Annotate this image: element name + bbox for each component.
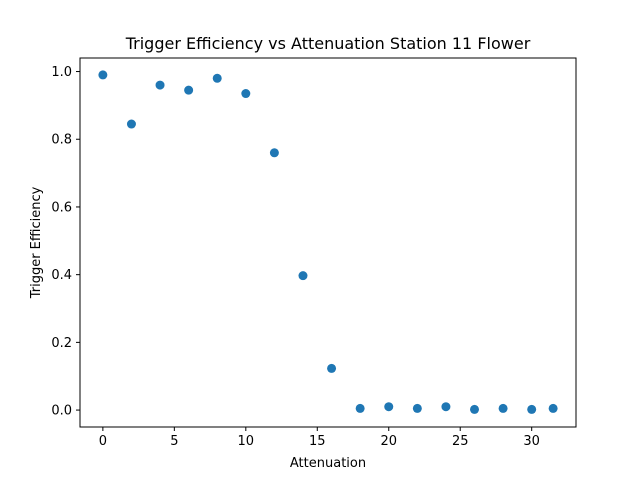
data-point bbox=[298, 271, 308, 281]
data-point bbox=[412, 403, 422, 413]
data-point bbox=[184, 85, 194, 95]
chart-title: Trigger Efficiency vs Attenuation Statio… bbox=[125, 34, 531, 53]
x-tick-label: 30 bbox=[523, 434, 540, 449]
data-point bbox=[527, 404, 537, 414]
x-tick-label: 0 bbox=[99, 434, 107, 449]
data-point bbox=[470, 404, 480, 414]
y-tick-label: 0.6 bbox=[51, 200, 72, 215]
data-point bbox=[355, 403, 365, 413]
y-tick-label: 0.0 bbox=[51, 404, 72, 419]
data-point bbox=[212, 73, 222, 83]
x-axis-label: Attenuation bbox=[290, 456, 366, 471]
y-tick-label: 0.8 bbox=[51, 133, 72, 148]
x-tick-label: 10 bbox=[238, 434, 255, 449]
data-point bbox=[155, 80, 165, 90]
plot-area bbox=[98, 70, 558, 414]
x-tick-label: 25 bbox=[452, 434, 469, 449]
y-tick-label: 0.4 bbox=[51, 268, 72, 283]
data-point bbox=[126, 119, 136, 129]
plot-frame bbox=[79, 57, 577, 428]
y-tick-label: 1.0 bbox=[51, 65, 72, 80]
data-point bbox=[441, 402, 451, 412]
x-tick-label: 5 bbox=[170, 434, 178, 449]
data-point bbox=[548, 403, 558, 413]
x-tick-label: 20 bbox=[380, 434, 397, 449]
x-tick-label: 15 bbox=[309, 434, 326, 449]
data-point bbox=[498, 403, 508, 413]
data-point bbox=[269, 148, 279, 158]
y-tick-label: 0.2 bbox=[51, 336, 72, 351]
data-point bbox=[384, 402, 394, 412]
data-point bbox=[98, 70, 108, 80]
y-axis-label: Trigger Efficiency bbox=[29, 186, 44, 299]
data-point bbox=[327, 363, 337, 373]
data-point bbox=[241, 89, 251, 99]
